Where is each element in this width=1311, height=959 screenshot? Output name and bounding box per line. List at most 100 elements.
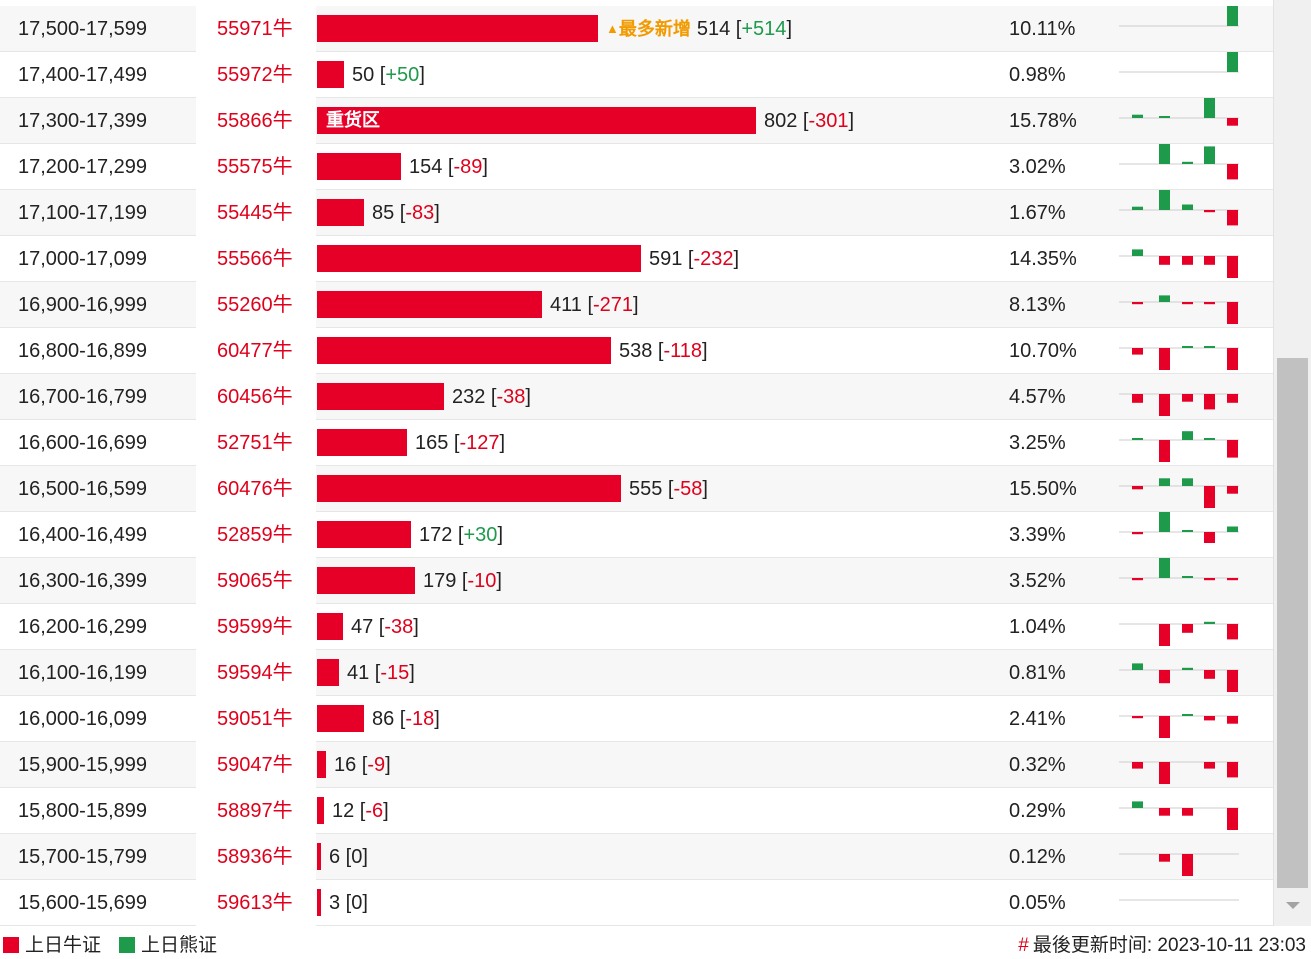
volume-value: 802 [764,110,798,132]
table-row: 16,200-16,299 59599牛 47 [-38] 1.04% [0,604,1273,650]
volume-label: 802 [-301] [764,110,855,132]
sparkline-bar [1182,394,1193,402]
sparkline-bar [1132,302,1143,305]
vertical-scrollbar[interactable] [1273,0,1311,926]
scroll-down-arrow-icon[interactable] [1286,902,1300,909]
warrant-code[interactable]: 59065牛 [217,570,293,592]
warrant-code[interactable]: 52859牛 [217,524,293,546]
percentage: 2.41% [1009,708,1066,730]
percentage: 3.52% [1009,570,1066,592]
sparkline-bar [1227,808,1238,830]
code-cell: 55971牛 [196,6,316,52]
sparkline [1119,621,1239,646]
volume-label: 12 [-6] [332,800,389,822]
warrant-code[interactable]: 60456牛 [217,386,293,408]
warrant-code[interactable]: 55445牛 [217,202,293,224]
warrant-code[interactable]: 58897牛 [217,800,293,822]
volume-change: 0 [351,892,363,914]
code-cell: 58936牛 [196,834,316,880]
percentage: 15.50% [1009,478,1077,500]
strike-range: 16,300-16,399 [18,570,148,592]
volume-value: 411 [550,294,582,316]
warrant-code[interactable]: 55972牛 [217,64,293,86]
volume-value: 232 [452,386,486,408]
triangle-up-icon: ▲ [606,21,619,36]
sparkline-bar [1204,486,1215,508]
volume-change: +50 [385,64,420,86]
warrant-code[interactable]: 59594牛 [217,662,293,684]
warrant-code[interactable]: 60476牛 [217,478,293,500]
volume-label: 86 [-18] [372,708,440,730]
sparkline [1119,249,1239,278]
sparkline-bar [1182,808,1193,816]
volume-label: 50 [+50] [352,64,425,86]
percentage: 1.67% [1009,202,1066,224]
warrant-code[interactable]: 59599牛 [217,616,293,638]
volume-value: 47 [351,616,374,638]
warrant-code[interactable]: 60477牛 [217,340,293,362]
volume-bar [317,521,411,548]
warrant-code[interactable]: 55866牛 [217,110,293,132]
sparkline [1119,663,1239,692]
percentage: 15.78% [1009,110,1077,132]
strike-range: 16,000-16,099 [18,708,148,730]
warrant-code[interactable]: 55260牛 [217,294,293,316]
warrant-code[interactable]: 55575牛 [217,156,293,178]
warrant-code[interactable]: 59613牛 [217,892,293,914]
warrant-code[interactable]: 58936牛 [217,846,293,868]
volume-change: -83 [405,202,435,224]
volume-change: -15 [380,662,410,684]
sparkline-bar [1182,204,1193,210]
sparkline [1119,52,1239,73]
volume-change: +514 [741,18,787,40]
code-cell: 59065牛 [196,558,316,604]
warrant-code[interactable]: 59047牛 [217,754,293,776]
sparkline-bar [1182,530,1193,532]
strike-range: 16,900-16,999 [18,294,148,316]
volume-bar [317,475,621,502]
code-cell: 52751牛 [196,420,316,466]
sparkline-bar [1227,118,1238,126]
sparkline-bar [1227,526,1238,532]
strike-range: 15,900-15,999 [18,754,148,776]
volume-bar: 重货区 [317,107,756,134]
volume-value: 50 [352,64,375,86]
sparkline-bar [1159,624,1170,646]
scrollbar-thumb[interactable] [1277,358,1308,888]
volume-change: -10 [467,570,497,592]
strike-range: 15,800-15,899 [18,800,148,822]
table-row: 17,200-17,299 55575牛 154 [-89] 3.02% [0,144,1273,190]
sparkline [1119,190,1239,226]
volume-change: -38 [384,616,414,638]
warrant-code[interactable]: 59051牛 [217,708,293,730]
volume-change: -6 [365,800,384,822]
sparkline-bar [1182,624,1193,633]
volume-bar [317,843,321,870]
sparkline-bar [1132,348,1143,355]
sparkline-bar [1227,486,1238,494]
code-cell: 60456牛 [196,374,316,420]
sparkline-bar [1182,854,1193,876]
volume-bar [317,613,343,640]
warrant-code[interactable]: 55566牛 [217,248,293,270]
table-row: 15,800-15,899 58897牛 12 [-6] 0.29% [0,788,1273,834]
volume-bar [317,705,364,732]
code-cell: 55575牛 [196,144,316,190]
code-cell: 55566牛 [196,236,316,282]
volume-change: -18 [405,708,435,730]
last-update-text: 最後更新时间: 2023-10-11 23:03 [1032,935,1306,956]
table-row: 15,900-15,999 59047牛 16 [-9] 0.32% [0,742,1273,788]
warrant-code[interactable]: 55971牛 [217,18,293,40]
volume-bar [317,567,415,594]
sparkline-bar [1132,716,1143,719]
warrant-code[interactable]: 52751牛 [217,432,293,454]
red-square-icon [3,937,19,953]
sparkline-bar [1132,532,1143,535]
sparkline-bar [1182,256,1193,265]
volume-change: -38 [496,386,526,408]
table-row: 16,300-16,399 59065牛 179 [-10] 3.52% [0,558,1273,604]
volume-change: -89 [453,156,483,178]
volume-label: 16 [-9] [334,754,391,776]
volume-change: -9 [367,754,386,776]
code-cell: 58897牛 [196,788,316,834]
